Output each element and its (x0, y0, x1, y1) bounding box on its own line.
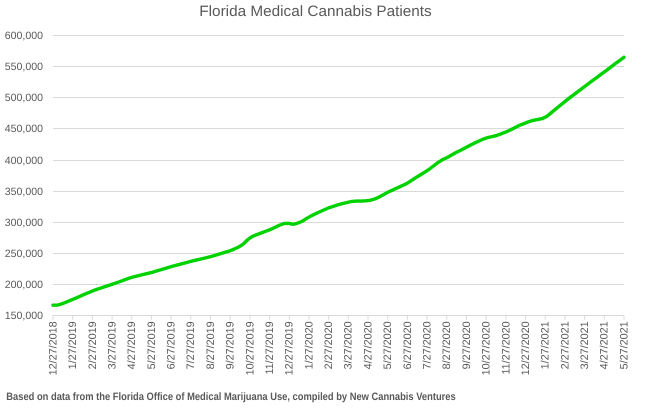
svg-text:5/27/2020: 5/27/2020 (382, 321, 394, 369)
svg-text:4/27/2020: 4/27/2020 (362, 321, 374, 369)
svg-text:2/27/2020: 2/27/2020 (323, 321, 335, 369)
svg-text:11/27/2019: 11/27/2019 (264, 321, 276, 374)
svg-text:2/27/2019: 2/27/2019 (87, 321, 99, 369)
svg-text:5/27/2019: 5/27/2019 (146, 321, 158, 369)
svg-text:7/27/2020: 7/27/2020 (422, 321, 434, 369)
svg-text:8/27/2020: 8/27/2020 (441, 321, 453, 369)
svg-text:3/27/2019: 3/27/2019 (107, 321, 119, 369)
svg-text:350,000: 350,000 (5, 186, 43, 198)
svg-text:1/27/2019: 1/27/2019 (67, 321, 79, 369)
svg-text:200,000: 200,000 (5, 279, 43, 291)
svg-text:400,000: 400,000 (5, 155, 43, 167)
svg-text:4/27/2021: 4/27/2021 (599, 321, 611, 369)
svg-text:8/27/2019: 8/27/2019 (205, 321, 217, 369)
svg-text:12/27/2020: 12/27/2020 (520, 321, 532, 375)
svg-text:1/27/2021: 1/27/2021 (540, 321, 552, 369)
svg-text:11/27/2020: 11/27/2020 (500, 321, 512, 374)
svg-text:500,000: 500,000 (5, 92, 43, 104)
svg-text:7/27/2019: 7/27/2019 (185, 321, 197, 369)
svg-text:12/27/2018: 12/27/2018 (47, 321, 59, 375)
svg-text:250,000: 250,000 (5, 248, 43, 260)
svg-text:Florida Medical Cannabis Patie: Florida Medical Cannabis Patients (199, 3, 431, 20)
svg-text:9/27/2020: 9/27/2020 (461, 321, 473, 369)
svg-text:1/27/2020: 1/27/2020 (303, 321, 315, 369)
svg-text:2/27/2021: 2/27/2021 (559, 321, 571, 369)
svg-text:150,000: 150,000 (5, 310, 43, 322)
svg-text:300,000: 300,000 (5, 217, 43, 229)
svg-text:600,000: 600,000 (5, 30, 43, 42)
svg-text:3/27/2021: 3/27/2021 (579, 321, 591, 369)
svg-text:9/27/2019: 9/27/2019 (225, 321, 237, 369)
svg-text:12/27/2019: 12/27/2019 (284, 321, 296, 375)
svg-text:10/27/2019: 10/27/2019 (244, 321, 256, 375)
svg-text:6/27/2020: 6/27/2020 (402, 321, 414, 369)
svg-text:5/27/2021: 5/27/2021 (618, 321, 630, 369)
svg-text:450,000: 450,000 (5, 123, 43, 135)
svg-text:10/27/2020: 10/27/2020 (481, 321, 493, 375)
svg-text:Based on data from the Florida: Based on data from the Florida Office of… (6, 391, 455, 403)
svg-text:550,000: 550,000 (5, 61, 43, 73)
svg-text:6/27/2019: 6/27/2019 (166, 321, 178, 369)
svg-text:3/27/2020: 3/27/2020 (343, 321, 355, 369)
svg-text:4/27/2019: 4/27/2019 (126, 321, 138, 369)
